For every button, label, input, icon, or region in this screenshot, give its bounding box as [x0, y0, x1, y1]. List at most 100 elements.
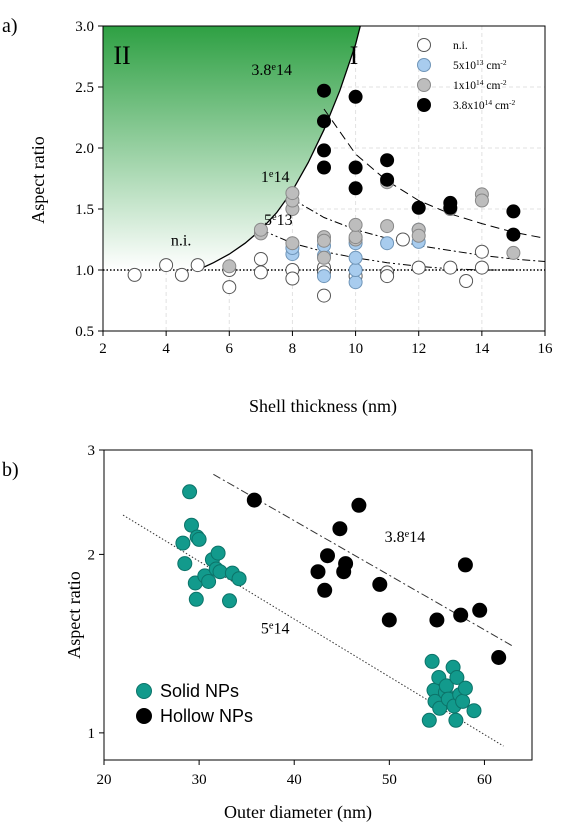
y-tick-label: 2.5: [75, 80, 94, 96]
panel-a-legend: n.i. 5x1013 cm-2 1x1014 cm-2 3.8x1014 cm-2: [417, 38, 516, 113]
data-point-series-0: [443, 260, 458, 275]
x-tick-label: 4: [162, 341, 170, 357]
legend-label: 1x1014 cm-2: [453, 78, 507, 93]
panel-a-x-axis-label: Shell thickness (nm): [249, 396, 397, 417]
data-point-series-0: [222, 280, 237, 295]
panel-a-annotations: 3.8e14 1e14 5e13 n.i.: [171, 61, 293, 249]
data-point-series-1: [491, 650, 507, 665]
x-tick-label: 12: [411, 341, 426, 357]
annotation-label: 1e14: [261, 169, 290, 187]
data-point-series-1: [380, 236, 395, 251]
data-point-series-0: [177, 556, 193, 572]
data-point-series-1: [429, 612, 445, 628]
panel-a-x-ticks: 2 4 6 8 10 12 14 16: [99, 331, 553, 357]
data-point-series-0: [474, 260, 489, 275]
data-point-series-3: [411, 200, 426, 215]
data-point-series-0: [285, 271, 300, 286]
data-point-series-2: [348, 217, 363, 232]
fit-curve-5e13: [260, 229, 514, 271]
x-tick-label: 50: [382, 772, 397, 788]
panel-b: b) 20 30 40 50 60 1 2 3 3.8e14 5e14 Solid NPs Ho…: [2, 443, 533, 823]
annotation-label: 3.8e14: [251, 61, 292, 79]
data-point-series-0: [231, 571, 247, 587]
data-point-series-2: [285, 236, 300, 251]
panel-b-x-axis-label: Outer diameter (nm): [224, 802, 372, 823]
data-point-series-1: [472, 602, 488, 618]
data-point-series-0: [449, 670, 465, 685]
x-tick-label: 20: [97, 772, 112, 788]
panel-b-x-ticks: 20 30 40 50 60: [97, 760, 492, 788]
y-tick-label: 3.0: [75, 19, 94, 35]
y-tick-label: 3: [88, 443, 96, 459]
data-point-series-2: [474, 193, 489, 208]
region-boundary-curve: [197, 25, 361, 271]
x-tick-label: 2: [99, 341, 107, 357]
x-tick-label: 14: [474, 341, 490, 357]
data-point-series-3: [380, 153, 395, 168]
data-point-series-0: [127, 267, 142, 282]
legend-label: 3.8x1014 cm-2: [453, 98, 516, 113]
panel-b-y-axis-label: Aspect ratio: [64, 571, 84, 658]
data-point-series-0: [474, 244, 489, 259]
data-point-series-3: [348, 89, 363, 104]
data-point-series-0: [457, 680, 473, 696]
data-point-series-0: [188, 591, 204, 607]
data-point-series-0: [411, 260, 426, 275]
data-point-series-2: [222, 259, 237, 274]
panel-b-y-ticks: 1 2 3: [88, 443, 104, 742]
data-point-series-0: [448, 712, 464, 728]
panel-a-y-axis-label: Aspect ratio: [28, 136, 48, 223]
data-point-series-3: [506, 204, 521, 219]
legend-marker: [417, 78, 431, 92]
panel-a-frame: [102, 25, 546, 332]
y-tick-label: 1.5: [75, 202, 94, 218]
data-point-series-0: [466, 703, 482, 719]
annotation-label: 5e14: [261, 620, 290, 638]
data-point-series-3: [348, 181, 363, 196]
data-point-series-3: [348, 160, 363, 175]
data-point-series-1: [317, 582, 333, 598]
x-tick-label: 40: [287, 772, 302, 788]
data-point-series-0: [253, 252, 268, 266]
data-point-series-0: [201, 574, 217, 589]
data-point-series-0: [253, 265, 268, 280]
data-point-series-3: [317, 114, 331, 129]
legend-marker: [136, 708, 152, 724]
x-tick-label: 10: [348, 341, 363, 357]
y-tick-label: 1: [88, 726, 96, 742]
x-tick-label: 6: [226, 341, 234, 357]
data-point-series-3: [317, 160, 331, 175]
region-label-i: I: [350, 41, 359, 70]
data-point-series-1: [457, 557, 473, 573]
data-point-series-0: [455, 693, 471, 709]
legend-marker: [136, 683, 152, 699]
data-point-series-1: [351, 497, 367, 513]
annotation-label: n.i.: [171, 233, 191, 250]
trend-line-5e14: [122, 514, 504, 747]
y-tick-label: 1.0: [75, 263, 94, 279]
data-point-series-0: [459, 274, 474, 288]
data-point-series-1: [320, 548, 335, 564]
region-ii-fill: [103, 26, 361, 270]
data-point-series-0: [432, 700, 448, 716]
legend-label: Solid NPs: [160, 681, 239, 701]
panel-b-legend: Solid NPs Hollow NPs: [136, 681, 253, 726]
panel-a-points: [127, 83, 521, 303]
data-point-series-1: [348, 250, 363, 265]
panel-b-points: [175, 484, 507, 728]
panel-b-trend-lines: [122, 473, 514, 747]
y-tick-label: 0.5: [75, 324, 94, 340]
data-point-series-0: [424, 653, 440, 669]
data-point-series-1: [317, 269, 331, 284]
data-point-series-1: [338, 556, 354, 572]
legend-marker: [417, 98, 431, 112]
data-point-series-1: [332, 521, 348, 537]
x-tick-label: 30: [192, 772, 207, 788]
legend-marker: [417, 38, 431, 52]
data-point-series-2: [317, 233, 331, 248]
annotation-label: 3.8e14: [385, 528, 426, 546]
annotation-label: 5e13: [264, 211, 293, 229]
x-tick-label: 60: [477, 772, 492, 788]
data-point-series-0: [190, 258, 205, 273]
